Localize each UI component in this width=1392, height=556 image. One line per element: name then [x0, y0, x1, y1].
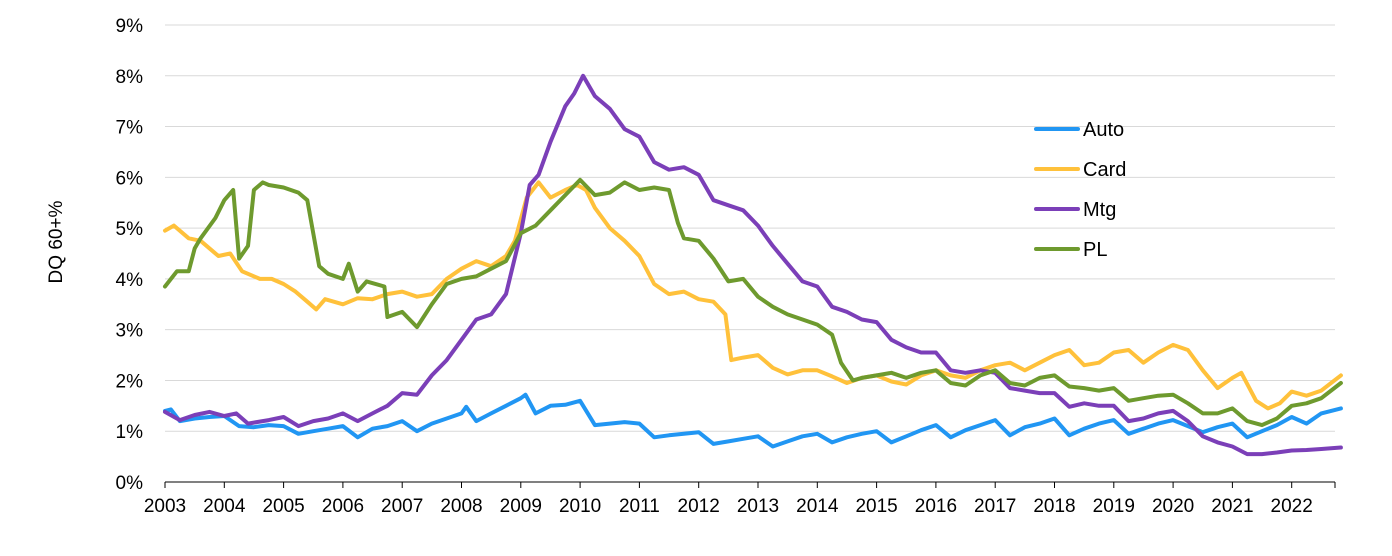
legend: Auto Card Mtg PL: [1034, 119, 1126, 261]
x-tick-label: 2016: [915, 496, 957, 517]
x-tick-label: 2004: [203, 496, 246, 517]
legend-item-card: Card: [1034, 159, 1126, 181]
y-tick-label: 7%: [116, 118, 144, 139]
x-tick-label: 2018: [1033, 496, 1075, 517]
series-line-pl: [163, 177, 1343, 428]
x-tick-label: 2017: [974, 496, 1016, 517]
x-tick-label: 2013: [737, 496, 779, 517]
legend-label: Mtg: [1083, 199, 1116, 221]
x-tick-label: 2011: [619, 496, 660, 517]
y-axis-label: DQ 60+%: [46, 200, 67, 283]
series-line-card: [163, 180, 1343, 411]
y-tick-label: 2%: [116, 371, 144, 392]
axis-layer: 0% 1% 2% 3% 4% 5% 6% 7% 8% 9% 2003 2004 2005 2006 2007…: [116, 16, 1336, 517]
x-tick-label: 2008: [440, 496, 482, 517]
legend-item-pl: PL: [1034, 239, 1107, 261]
legend-item-auto: Auto: [1034, 119, 1124, 141]
y-tick-label: 6%: [116, 168, 144, 189]
y-tick-label: 9%: [116, 16, 144, 37]
x-tick-label: 2009: [500, 496, 542, 517]
legend-label: Card: [1083, 159, 1126, 181]
y-tick-label: 0%: [116, 473, 144, 494]
x-tick-label: 2014: [796, 496, 839, 517]
x-tick-label: 2007: [381, 496, 423, 517]
series-line-mtg: [163, 73, 1343, 457]
y-tick-label: 5%: [116, 219, 144, 240]
y-tick-label: 1%: [116, 422, 144, 443]
x-tick-label: 2019: [1093, 496, 1135, 517]
x-tick-label: 2003: [144, 496, 186, 517]
x-tick-label: 2005: [262, 496, 304, 517]
grid-layer: [165, 24, 1335, 432]
x-tick-label: 2006: [322, 496, 364, 517]
x-tick-label: 2015: [855, 496, 897, 517]
y-tick-label: 8%: [116, 67, 144, 88]
series-line-auto: [163, 392, 1343, 449]
y-tick-label: 4%: [116, 270, 144, 291]
y-tick-label: 3%: [116, 321, 144, 342]
x-tick-label: 2022: [1271, 496, 1313, 517]
x-tick-label: 2021: [1211, 496, 1253, 517]
x-tick-label: 2010: [559, 496, 601, 517]
series-layer: [163, 73, 1343, 457]
legend-item-mtg: Mtg: [1034, 199, 1116, 221]
legend-label: PL: [1083, 239, 1107, 261]
x-tick-label: 2012: [678, 496, 720, 517]
x-tick-label: 2020: [1152, 496, 1194, 517]
legend-label: Auto: [1083, 119, 1124, 141]
